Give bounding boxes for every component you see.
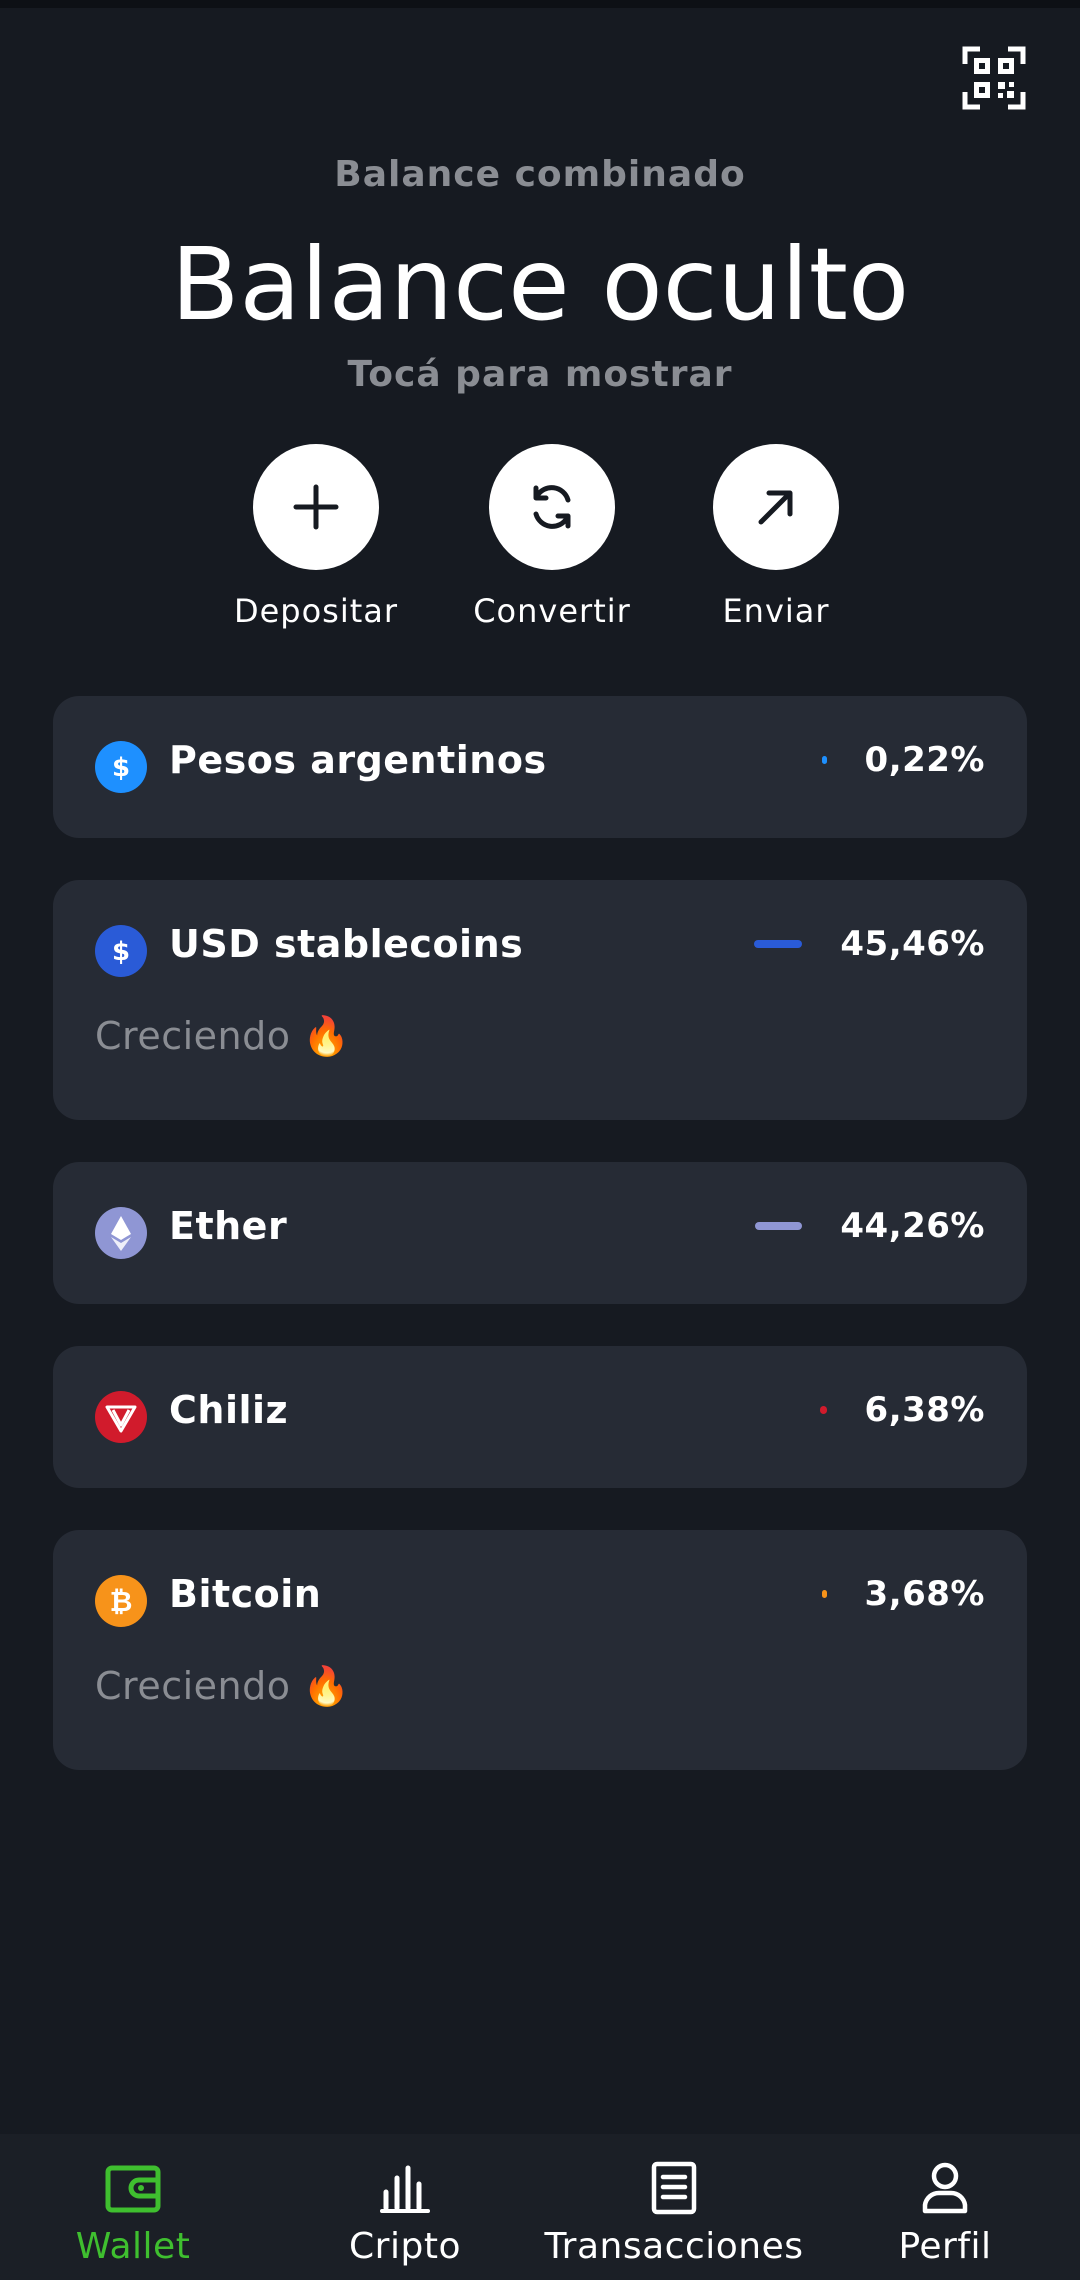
nav-icon-wrap <box>542 2158 806 2218</box>
asset-name: Pesos argentinos <box>169 738 547 782</box>
convert-circle <box>489 444 615 570</box>
asset-name: Chiliz <box>169 1388 289 1432</box>
balance-value[interactable]: Balance oculto <box>170 226 910 343</box>
asset-card-chiliz[interactable]: Chiliz 6,38% <box>53 1346 1027 1488</box>
bar-chart-icon <box>380 2165 430 2213</box>
wallet-icon <box>105 2165 161 2213</box>
svg-text:$: $ <box>112 753 130 783</box>
status-bar <box>0 0 1080 8</box>
trend-label: Creciendo <box>95 1664 291 1708</box>
bitcoin-icon: ₿ <box>110 1585 133 1618</box>
asset-card-usd[interactable]: $ USD stablecoins 45,46% Creciendo 🔥 <box>53 880 1027 1120</box>
deposit-label: Depositar <box>233 592 399 630</box>
asset-percent: 6,38% <box>864 1390 985 1430</box>
quick-actions: Depositar Convertir <box>0 444 1080 644</box>
allocation-bar <box>754 940 802 948</box>
svg-text:₿: ₿ <box>110 1585 133 1618</box>
nav-icon-wrap <box>870 2158 1020 2218</box>
allocation-bar <box>755 1222 802 1230</box>
coin-badge: $ <box>95 925 147 977</box>
send-label: Enviar <box>722 592 830 630</box>
nav-cripto[interactable]: Cripto <box>330 2158 480 2267</box>
asset-card-ether[interactable]: Ether 44,26% <box>53 1162 1027 1304</box>
allocation-bar <box>820 1406 827 1414</box>
balance-label: Balance combinado <box>334 154 746 195</box>
deposit-circle <box>253 444 379 570</box>
nav-icon-wrap <box>330 2158 480 2218</box>
bottom-navigation: Wallet Cripto <box>0 2134 1080 2280</box>
balance-reveal-hint[interactable]: Tocá para mostrar <box>347 354 733 395</box>
document-icon <box>651 2161 697 2215</box>
fire-icon: 🔥 <box>302 1014 351 1058</box>
coin-badge <box>95 1391 147 1443</box>
asset-card-bitcoin[interactable]: ₿ Bitcoin 3,68% Creciendo 🔥 <box>53 1530 1027 1770</box>
refresh-icon <box>533 485 571 529</box>
svg-text:$: $ <box>112 937 130 967</box>
send-button[interactable]: Enviar <box>666 444 886 630</box>
asset-trend: Creciendo 🔥 <box>95 1664 350 1709</box>
asset-name: Bitcoin <box>169 1572 322 1616</box>
asset-name: Ether <box>169 1204 288 1248</box>
convert-label: Convertir <box>473 592 631 630</box>
qr-code-icon <box>962 46 1026 110</box>
coin-badge: $ <box>95 741 147 793</box>
nav-wallet[interactable]: Wallet <box>58 2158 208 2267</box>
asset-percent: 44,26% <box>840 1206 985 1246</box>
send-circle <box>713 444 839 570</box>
qr-scan-button[interactable] <box>960 44 1028 112</box>
nav-transacciones[interactable]: Transacciones <box>542 2158 806 2267</box>
coin-badge: ₿ <box>95 1575 147 1627</box>
convert-button[interactable]: Convertir <box>442 444 662 630</box>
asset-trend: Creciendo 🔥 <box>95 1014 350 1059</box>
nav-label: Transacciones <box>544 2226 804 2267</box>
trend-label: Creciendo <box>95 1014 291 1058</box>
asset-percent: 0,22% <box>864 740 985 780</box>
ethereum-icon <box>111 1216 131 1251</box>
nav-label: Wallet <box>75 2226 191 2267</box>
asset-card-ars[interactable]: $ Pesos argentinos 0,22% <box>53 696 1027 838</box>
deposit-button[interactable]: Depositar <box>206 444 426 630</box>
nav-label: Cripto <box>349 2226 461 2267</box>
asset-name: USD stablecoins <box>169 922 524 966</box>
dollar-icon: $ <box>112 937 130 967</box>
asset-percent: 45,46% <box>840 924 985 964</box>
allocation-bar <box>822 756 827 764</box>
fire-icon: 🔥 <box>302 1664 351 1708</box>
arrow-up-right-icon <box>758 490 793 525</box>
user-icon <box>922 2162 968 2214</box>
asset-percent: 3,68% <box>864 1574 985 1614</box>
coin-badge <box>95 1207 147 1259</box>
dollar-icon: $ <box>112 753 130 783</box>
nav-perfil[interactable]: Perfil <box>870 2158 1020 2267</box>
chiliz-icon <box>105 1405 137 1433</box>
plus-icon <box>293 484 339 530</box>
nav-label: Perfil <box>898 2226 992 2267</box>
allocation-bar <box>822 1590 827 1598</box>
nav-icon-wrap <box>58 2158 208 2218</box>
